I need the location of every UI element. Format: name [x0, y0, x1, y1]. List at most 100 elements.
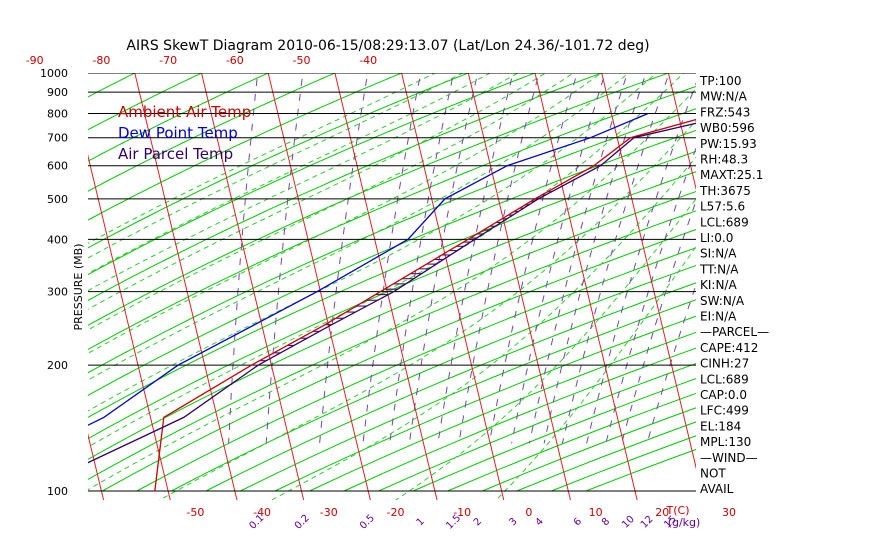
mixing-ratio-line: [408, 73, 479, 444]
bottom-temp-tick-label: -10: [453, 506, 471, 519]
index-item: MPL:130: [700, 435, 751, 449]
index-item: SW:N/A: [700, 294, 745, 308]
index-item: TH:3675: [699, 184, 751, 198]
legend-air-parcel-temp: Air Parcel Temp: [118, 145, 233, 163]
bottom-temp-tick-label: 20: [655, 506, 669, 519]
index-item: PW:15.93: [700, 137, 757, 151]
mixing-ratio-unit-label: (g/kg): [668, 516, 701, 529]
dry-adiabat-line: [88, 85, 696, 351]
mixing-ratio-line: [586, 81, 696, 444]
series-ambient-temp-line: [154, 118, 696, 492]
isotherm-line: [134, 73, 238, 500]
pressure-tick-label: 800: [47, 108, 68, 121]
moist-adiabat-line: [495, 245, 696, 500]
mixing-ratio-line: [543, 73, 647, 444]
bottom-temperature-tick-labels: -50 -40 -30 -20 -10 0 10 20 30: [186, 506, 736, 519]
pressure-tick-label: 100: [47, 485, 68, 498]
bottom-temp-tick-label: 0: [525, 506, 532, 519]
mixing-ratio-line: [228, 73, 259, 444]
top-temp-tick-label: -90: [26, 54, 44, 67]
moist-adiabat-line: [88, 73, 492, 275]
grid-lines: [88, 64, 870, 500]
mixing-ratio-line: [389, 73, 455, 444]
dry-adiabat-line: [88, 73, 337, 192]
mixing-ratio-lines: [228, 73, 696, 444]
index-item: LCL:689: [700, 215, 749, 229]
index-item: EL:184: [700, 419, 741, 433]
y-axis-label: PRESSURE (MB): [72, 244, 85, 331]
isotherm-line: [800, 64, 870, 500]
mixing-ratio-line: [511, 73, 606, 444]
mixing-ratio-tick-label: 2: [472, 516, 484, 528]
index-item: L57:5.6: [700, 200, 745, 214]
dry-adiabat-line: [171, 265, 696, 492]
isotherm-line: [467, 73, 571, 500]
moist-adiabat-line: [395, 198, 696, 500]
mixing-ratio-tick-label: 8: [600, 516, 612, 528]
dry-adiabat-line: [136, 247, 696, 492]
moist-adiabat-line: [88, 88, 696, 491]
top-temp-tick-label: -40: [359, 54, 377, 67]
mixing-ratio-tick-label: 10: [620, 514, 637, 531]
isotherm-line: [267, 73, 371, 500]
pressure-tick-label: 600: [47, 160, 68, 173]
bottom-temp-tick-label: 10: [589, 506, 603, 519]
isotherm-line: [401, 73, 505, 500]
dry-adiabat-line: [88, 150, 696, 418]
isotherm-line: [866, 64, 870, 500]
legend-dew-point-temp: Dew Point Temp: [118, 124, 238, 142]
moist-adiabat-line: [88, 73, 575, 331]
isotherm-line: [667, 73, 696, 191]
dry-adiabat-line: [88, 73, 670, 326]
top-temp-tick-label: -60: [226, 54, 244, 67]
isobars: [88, 73, 696, 492]
dry-adiabat-line: [447, 392, 696, 492]
moist-adiabat-line: [88, 73, 630, 381]
index-item: —WIND—: [700, 451, 758, 465]
bottom-temp-tick-label: 30: [722, 506, 736, 519]
bottom-temp-tick-label: -30: [320, 506, 338, 519]
moist-adiabat-line: [88, 73, 658, 412]
dry-adiabat-line: [88, 73, 136, 98]
moist-adiabat-line: [88, 73, 685, 448]
dry-adiabat-line: [88, 73, 203, 131]
isotherm-line: [534, 73, 638, 500]
mixing-ratio-tick-label: 1: [415, 516, 427, 528]
dry-adiabat-line: [102, 229, 696, 492]
moist-adiabat-line: [158, 119, 696, 500]
index-item: CINH:27: [700, 357, 749, 371]
chart-title: AIRS SkewT Diagram 2010-06-15/08:29:13.0…: [126, 38, 649, 54]
top-temp-tick-label: -50: [293, 54, 311, 67]
pressure-tick-label: 900: [47, 86, 68, 99]
isotherm-line: [601, 73, 696, 470]
index-item: RH:48.3: [700, 153, 748, 167]
moist-adiabat-line: [270, 156, 696, 500]
pressure-tick-label: 300: [47, 286, 68, 299]
mixing-ratio-tick-label: 3: [507, 516, 519, 528]
legend: Ambient Air Temp Dew Point Temp Air Parc…: [118, 103, 251, 163]
mixing-ratio-line: [561, 73, 670, 444]
index-item: WB0:596: [700, 121, 755, 135]
index-item: LI:0.0: [700, 231, 733, 245]
dry-adiabat-line: [88, 210, 696, 481]
mixing-ratio-line: [605, 146, 696, 444]
dry-adiabat-line: [88, 73, 604, 301]
dry-adiabat-line: [88, 108, 696, 374]
mixing-ratio-line: [488, 73, 578, 444]
index-item: NOT: [700, 467, 726, 481]
pressure-tick-label: 400: [47, 233, 68, 246]
index-item: CAPE:412: [700, 341, 758, 355]
moist-adiabat-line: [88, 73, 547, 310]
mixing-ratio-tick-label: 0.2: [293, 513, 312, 532]
index-item: AVAIL: [700, 482, 734, 496]
sounding-lines: [88, 112, 696, 492]
dry-adiabat-line: [88, 191, 696, 460]
top-temp-tick-label: -70: [159, 54, 177, 67]
isotherm-line: [334, 73, 438, 500]
bottom-temp-tick-label: -50: [186, 506, 204, 519]
isotherm-line: [88, 154, 171, 500]
legend-ambient-air-temp: Ambient Air Temp: [118, 103, 251, 121]
index-item: TT:N/A: [699, 262, 739, 276]
